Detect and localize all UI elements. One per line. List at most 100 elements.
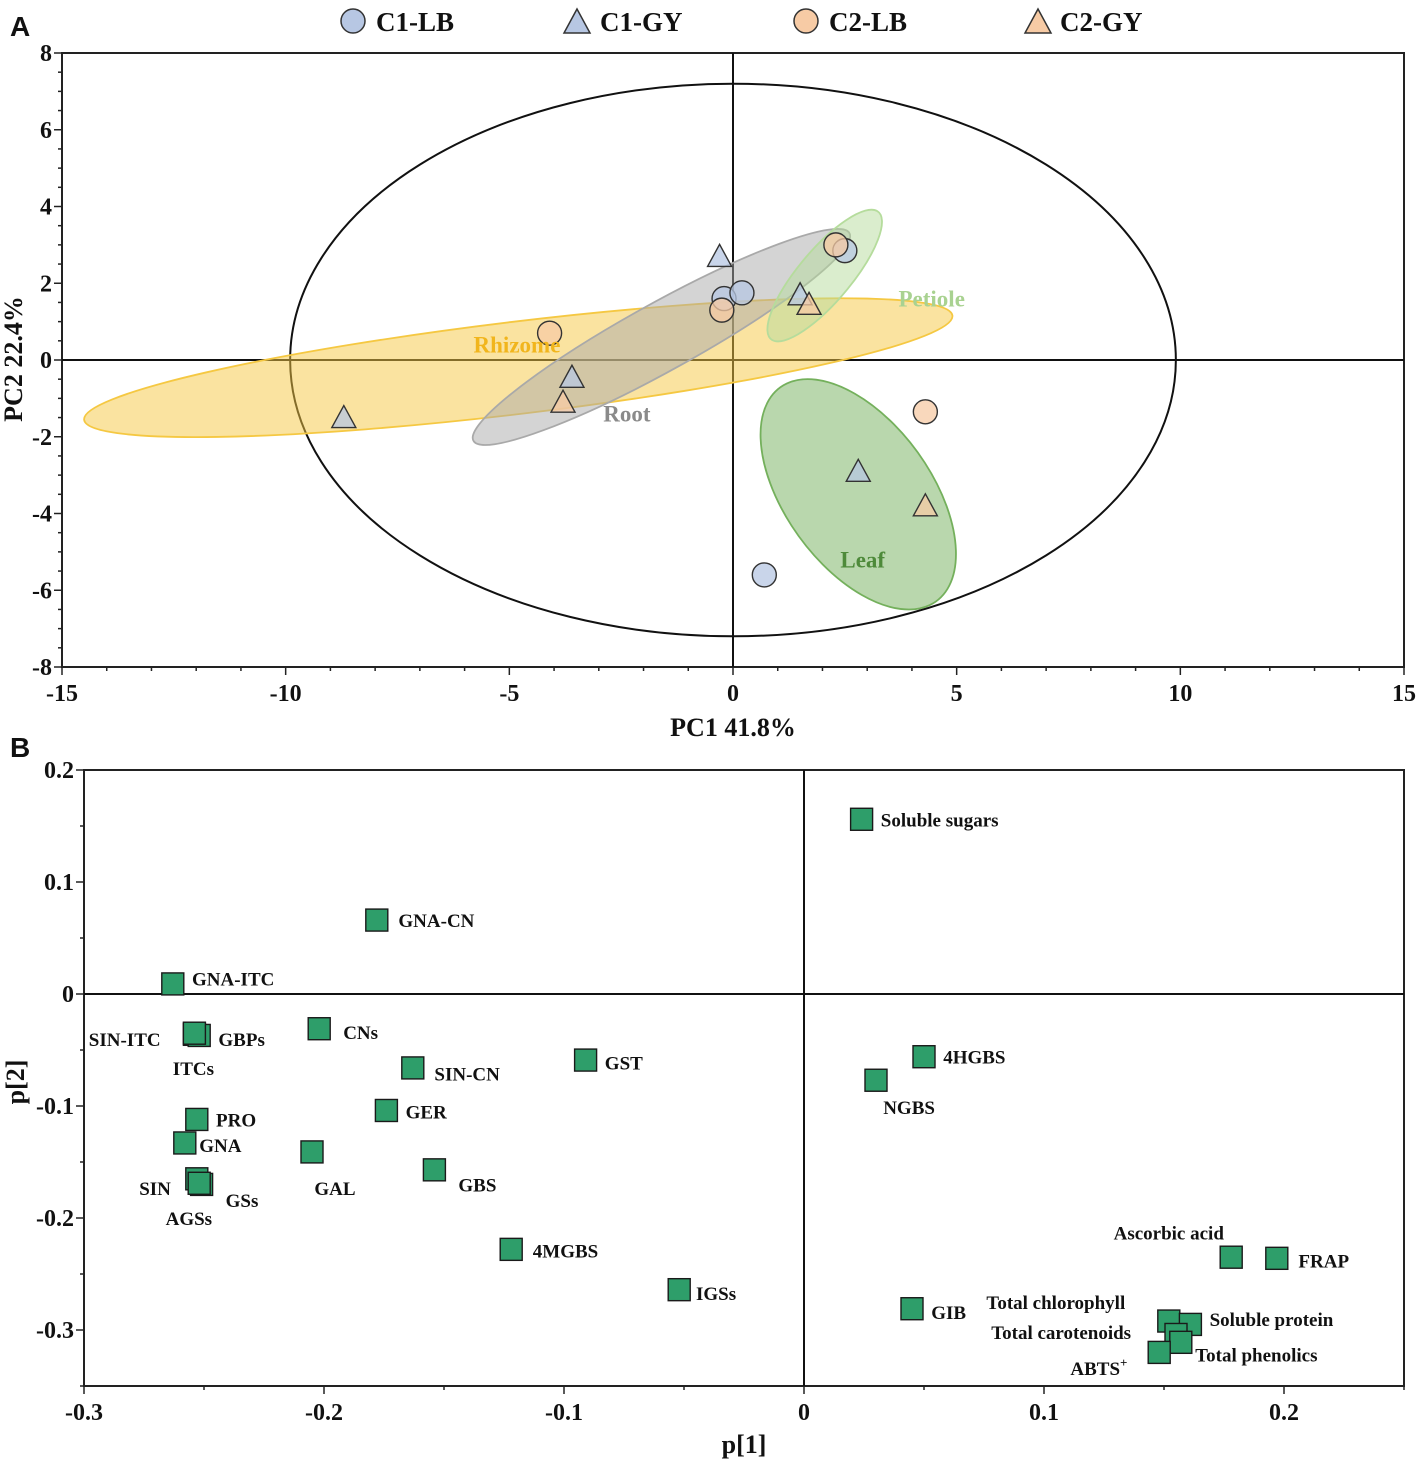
loading-point-frap xyxy=(1265,1246,1289,1271)
loading-label-gal: GAL xyxy=(314,1179,355,1200)
loading-label-ngbs: NGBS xyxy=(883,1098,935,1119)
x-tick-label-a: 5 xyxy=(951,681,963,707)
loading-label-4hgbs: 4HGBS xyxy=(943,1048,1005,1069)
loading-point-sin-cn xyxy=(401,1056,425,1080)
panel-a-letter: A xyxy=(10,11,30,42)
y-tick-label-a: -6 xyxy=(32,578,52,604)
x-tick-label-a: -10 xyxy=(270,681,302,707)
x-tick-label-b: 0.1 xyxy=(1029,1400,1059,1426)
legend-entry-c1-lb: C1-LB xyxy=(340,7,454,37)
loading-point-gbs xyxy=(422,1158,447,1182)
legend-entry-c2-lb: C2-LB xyxy=(793,7,907,37)
y-tick-label-a: 2 xyxy=(40,271,52,297)
loading-point-4mgbs xyxy=(499,1237,523,1262)
loading-label-gna: GNA xyxy=(199,1136,242,1157)
panel-b-letter: B xyxy=(10,732,30,763)
loading-label-pro: PRO xyxy=(216,1110,256,1131)
loading-label-total-chlorophyll: Total chlorophyll xyxy=(986,1293,1125,1314)
x-tick-label-b: 0.2 xyxy=(1269,1400,1299,1426)
point-leaf-c2-lb xyxy=(912,399,939,425)
loading-point-cns xyxy=(307,1017,331,1041)
loading-label-cns: CNs xyxy=(343,1023,378,1044)
x-tick-label-b: 0 xyxy=(798,1400,810,1426)
legend-label-c1-gy: C1-GY xyxy=(600,7,683,37)
legend: C1-LB C1-GY C2-LB C2-GY xyxy=(340,7,1143,37)
loading-point-total-phenolics xyxy=(1169,1330,1193,1355)
y-tick-label-b: 0.2 xyxy=(44,758,74,784)
x-tick-label-a: 15 xyxy=(1392,681,1416,707)
loading-label-gbps: GBPs xyxy=(218,1030,264,1051)
loading-point-soluble-sugars xyxy=(849,807,874,831)
y-tick-label-b: -0.2 xyxy=(36,1206,74,1232)
loading-label-gib: GIB xyxy=(931,1303,966,1324)
y-tick-label-b: 0.1 xyxy=(44,870,74,896)
group-label-root: Root xyxy=(603,402,651,427)
loading-label-ascorbic-acid: Ascorbic acid xyxy=(1114,1224,1225,1245)
loading-label-soluble-protein: Soluble protein xyxy=(1210,1310,1334,1331)
loading-point-agss xyxy=(187,1171,211,1195)
legend-label-c1-lb: C1-LB xyxy=(376,7,454,37)
plot-frame-b xyxy=(83,769,1405,1387)
point-rhizome-c2-lb xyxy=(536,320,563,346)
point-root-c1-gy xyxy=(706,242,733,268)
x-tick-label-a: 0 xyxy=(727,681,739,707)
y-tick-label-b: 0 xyxy=(62,982,74,1008)
y-tick-label-a: -2 xyxy=(32,425,52,451)
loading-label-sin: SIN xyxy=(139,1179,171,1200)
loading-point-gal xyxy=(300,1140,324,1164)
loading-label-sin-cn: SIN-CN xyxy=(434,1065,500,1086)
loading-label-itcs: ITCs xyxy=(173,1059,214,1080)
loading-label-abts: ABTS+ xyxy=(1070,1355,1127,1380)
x-tick-label-a: -15 xyxy=(46,681,78,707)
loading-point-pro xyxy=(185,1107,209,1132)
y-tick-label-b: -0.3 xyxy=(36,1318,74,1344)
y-tick-label-a: 8 xyxy=(40,41,52,67)
loading-point-gna-cn xyxy=(365,908,389,932)
y-axis-title-b: p[2] xyxy=(1,1060,30,1105)
loading-point-gst xyxy=(573,1048,598,1072)
loading-label-igss: IGSs xyxy=(696,1284,736,1305)
x-axis-title-a: PC1 41.8% xyxy=(670,713,796,742)
loading-label-total-phenolics: Total phenolics xyxy=(1195,1346,1317,1367)
group-label-leaf: Leaf xyxy=(840,548,885,573)
loading-label-agss: AGSs xyxy=(166,1209,212,1230)
legend-label-c2-lb: C2-LB xyxy=(829,7,907,37)
point-root-c2-lb xyxy=(709,297,735,323)
group-ellipse-shape-leaf xyxy=(720,352,996,637)
group-ellipse-leaf xyxy=(720,352,996,637)
point-leaf-c1-lb xyxy=(751,562,778,588)
legend-label-c2-gy: C2-GY xyxy=(1060,7,1143,37)
loading-point-gna-itc xyxy=(161,972,185,996)
legend-entry-c1-gy: C1-GY xyxy=(562,7,683,37)
x-axis-title-b: p[1] xyxy=(722,1430,767,1459)
y-tick-label-a: -4 xyxy=(32,502,52,528)
y-tick-label-a: 6 xyxy=(40,118,52,144)
loading-label-gna-itc: GNA-ITC xyxy=(192,969,274,990)
loading-point-abts xyxy=(1147,1340,1171,1365)
legend-entry-c2-gy: C2-GY xyxy=(1023,7,1143,37)
y-tick-label-a: -8 xyxy=(32,655,52,681)
loading-point-ascorbic-acid xyxy=(1219,1245,1243,1269)
x-tick-label-b: -0.1 xyxy=(545,1400,583,1426)
pca-score-plot: -15 -10 -5 0 5 10 15 -8 -6 -4 -2 0 2 4 6 8 Rhizome Root Pe… xyxy=(32,41,1416,707)
group-label-rhizome: Rhizome xyxy=(474,333,561,358)
group-label-petiole: Petiole xyxy=(899,287,965,312)
y-axis-title-a: PC2 22.4% xyxy=(0,296,28,422)
y-tick-label-a: 0 xyxy=(40,348,52,374)
x-tick-label-b: -0.2 xyxy=(305,1400,343,1426)
point-root-c2-gy xyxy=(549,388,577,413)
legend-marker-c1-lb xyxy=(340,8,366,34)
loading-label-ger: GER xyxy=(406,1103,447,1124)
loading-label-gna-cn: GNA-CN xyxy=(398,911,474,932)
point-leaf-c2-gy xyxy=(912,492,939,517)
loading-label-frap: FRAP xyxy=(1298,1252,1349,1273)
legend-marker-c1-gy xyxy=(562,7,592,34)
legend-marker-c2-gy xyxy=(1023,7,1053,34)
point-petiole-c2-gy xyxy=(795,290,823,316)
y-tick-label-a: 4 xyxy=(40,195,52,221)
point-rhizome-c1-gy xyxy=(330,404,357,429)
y-tick-label-b: -0.1 xyxy=(36,1094,74,1120)
loading-label-gst: GST xyxy=(605,1053,643,1074)
loading-label-gss: GSs xyxy=(226,1191,259,1212)
